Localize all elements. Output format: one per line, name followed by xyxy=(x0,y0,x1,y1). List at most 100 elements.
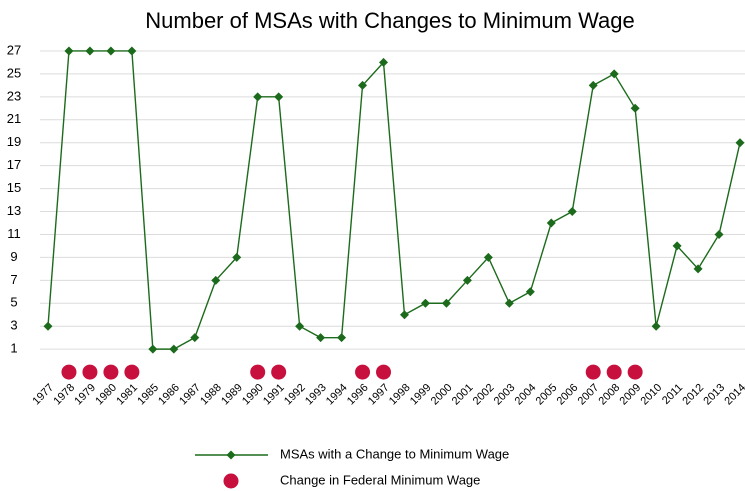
data-point xyxy=(274,92,284,102)
x-tick-label: 1993 xyxy=(303,382,329,408)
data-point xyxy=(250,364,266,380)
data-point xyxy=(169,344,179,354)
x-tick-label: 2012 xyxy=(680,382,706,408)
x-tick-label: 2004 xyxy=(513,382,539,408)
x-tick-label: 2009 xyxy=(618,382,644,408)
y-tick-label: 9 xyxy=(10,249,17,264)
y-tick-label: 11 xyxy=(7,226,21,241)
x-tick-label: 1994 xyxy=(324,382,350,408)
x-tick-label: 1997 xyxy=(366,382,392,408)
x-tick-label: 1991 xyxy=(261,382,287,408)
data-point xyxy=(399,310,409,320)
x-tick-label: 1977 xyxy=(30,382,56,408)
data-point xyxy=(504,298,514,308)
x-tick-label: 1978 xyxy=(51,382,77,408)
data-point xyxy=(232,252,242,262)
series-line xyxy=(47,50,741,350)
data-point xyxy=(127,46,137,56)
data-point xyxy=(85,46,95,56)
data-point xyxy=(64,46,74,56)
x-tick-label: 1980 xyxy=(93,382,119,408)
data-point xyxy=(379,57,389,67)
x-tick-label: 1987 xyxy=(177,382,203,408)
data-point xyxy=(148,344,158,354)
x-tick-label: 1996 xyxy=(345,382,371,408)
x-tick-label: 2008 xyxy=(597,382,623,408)
x-tick-label: 2006 xyxy=(555,382,581,408)
data-point xyxy=(211,275,221,285)
y-tick-label: 1 xyxy=(10,341,17,356)
y-tick-label: 27 xyxy=(7,42,21,57)
data-point xyxy=(103,364,119,380)
data-point xyxy=(82,364,98,380)
data-point xyxy=(355,364,371,380)
x-tick-label: 1979 xyxy=(72,382,98,408)
chart-title: Number of MSAs with Changes to Minimum W… xyxy=(145,8,634,33)
data-point xyxy=(271,364,287,380)
data-point xyxy=(376,364,392,380)
x-tick-label: 1992 xyxy=(282,382,308,408)
data-point xyxy=(441,298,451,308)
x-tick-label: 2003 xyxy=(492,382,518,408)
data-point xyxy=(43,321,53,331)
data-point xyxy=(567,207,577,217)
data-point xyxy=(358,80,368,90)
x-tick-label: 2001 xyxy=(450,382,476,408)
data-point xyxy=(588,80,598,90)
data-point xyxy=(462,275,472,285)
data-point xyxy=(337,333,347,343)
x-tick-label: 1998 xyxy=(387,382,413,408)
x-tick-label: 1989 xyxy=(219,382,245,408)
x-tick-label: 1985 xyxy=(135,382,161,408)
x-tick-label: 1986 xyxy=(156,382,182,408)
y-tick-label: 21 xyxy=(7,111,21,126)
x-tick-label: 2011 xyxy=(660,382,685,407)
data-point xyxy=(61,364,77,380)
y-tick-label: 23 xyxy=(7,88,21,103)
y-tick-label: 13 xyxy=(7,203,21,218)
data-point xyxy=(483,252,493,262)
x-tick-label: 1988 xyxy=(198,382,224,408)
x-tick-label: 1999 xyxy=(408,382,434,408)
y-tick-label: 3 xyxy=(10,318,17,333)
x-tick-label: 1990 xyxy=(240,382,266,408)
legend-marker xyxy=(223,473,239,489)
x-tick-label: 2005 xyxy=(534,382,560,408)
x-tick-label: 2013 xyxy=(701,382,727,408)
data-point xyxy=(124,364,140,380)
data-point xyxy=(672,241,682,251)
x-tick-label: 2010 xyxy=(638,382,664,408)
y-tick-label: 7 xyxy=(10,272,17,287)
legend-label: MSAs with a Change to Minimum Wage xyxy=(280,446,509,461)
data-point xyxy=(651,321,661,331)
data-point xyxy=(525,287,535,297)
data-point xyxy=(546,218,556,228)
x-tick-label: 2000 xyxy=(429,382,455,408)
data-point xyxy=(693,264,703,274)
y-tick-label: 5 xyxy=(10,295,17,310)
x-tick-label: 2007 xyxy=(576,382,602,408)
data-point xyxy=(627,364,643,380)
data-point xyxy=(106,46,116,56)
legend-label: Change in Federal Minimum Wage xyxy=(280,472,480,487)
data-point xyxy=(735,138,745,148)
y-tick-label: 25 xyxy=(7,65,21,80)
data-point xyxy=(585,364,601,380)
data-point xyxy=(295,321,305,331)
data-point xyxy=(420,298,430,308)
x-tick-label: 2014 xyxy=(722,382,745,408)
x-tick-label: 2002 xyxy=(471,382,497,408)
legend-marker xyxy=(226,450,236,460)
y-tick-label: 17 xyxy=(7,157,21,172)
data-point xyxy=(714,229,724,239)
y-tick-label: 19 xyxy=(7,134,21,149)
data-point xyxy=(630,103,640,113)
data-point xyxy=(253,92,263,102)
data-point xyxy=(606,364,622,380)
data-point xyxy=(316,333,326,343)
data-point xyxy=(609,69,619,79)
y-tick-label: 15 xyxy=(7,180,21,195)
data-point xyxy=(190,333,200,343)
x-tick-label: 1981 xyxy=(114,382,140,408)
